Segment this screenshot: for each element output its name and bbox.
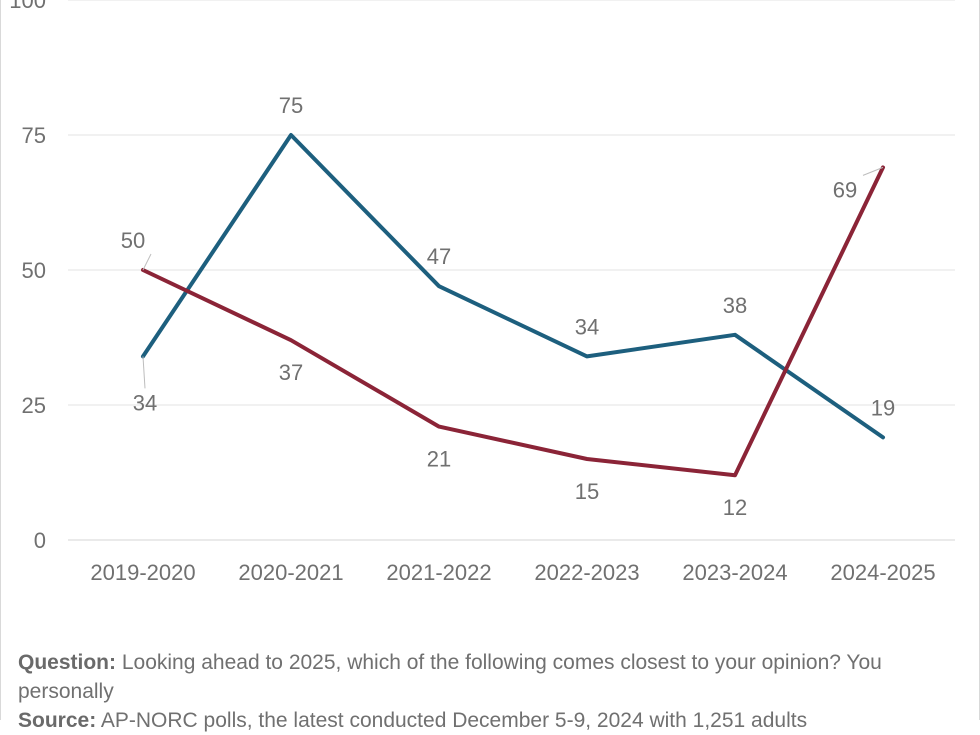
chart-notes: Question: Looking ahead to 2025, which o… xyxy=(18,648,958,735)
x-tick-label-2023-2024: 2023-2024 xyxy=(682,560,787,585)
y-tick-label-50: 50 xyxy=(22,258,46,283)
series-2-leader-2024-2025 xyxy=(862,166,884,176)
series-1-label-2022-2023: 34 xyxy=(575,314,599,339)
y-tick-label-0: 0 xyxy=(34,528,46,553)
series-2-label-2020-2021: 37 xyxy=(279,360,303,385)
series-2-leader-2019-2020 xyxy=(142,253,152,271)
x-tick-label-2020-2021: 2020-2021 xyxy=(238,560,343,585)
series-1-line xyxy=(141,133,885,440)
x-tick-label-2024-2025: 2024-2025 xyxy=(830,560,935,585)
source-note: Source: AP-NORC polls, the latest conduc… xyxy=(18,706,958,735)
y-tick-label-25: 25 xyxy=(22,393,46,418)
series-2-label-2019-2020: 50 xyxy=(121,228,145,253)
series-1-label-2020-2021: 75 xyxy=(279,93,303,118)
series-1-label-2021-2022: 47 xyxy=(427,244,451,269)
series-2-label-2024-2025: 69 xyxy=(833,177,857,202)
x-tick-label-2022-2023: 2022-2023 xyxy=(534,560,639,585)
series-2-label-2021-2022: 21 xyxy=(427,447,451,472)
series-2-label-2023-2024: 12 xyxy=(723,495,747,520)
source-label: Source: xyxy=(18,709,97,732)
question-text: Looking ahead to 2025, which of the foll… xyxy=(18,651,882,703)
y-tick-label-75: 75 xyxy=(22,123,46,148)
series-1-label-2019-2020: 34 xyxy=(133,390,157,415)
source-text: AP-NORC polls, the latest conducted Dece… xyxy=(100,709,808,732)
x-tick-label-2019-2020: 2019-2020 xyxy=(90,560,195,585)
question-note: Question: Looking ahead to 2025, which o… xyxy=(18,648,958,706)
series-2-label-2022-2023: 15 xyxy=(575,479,599,504)
series-1-leader-2019-2020 xyxy=(142,356,146,389)
y-tick-label-100: 100 xyxy=(9,0,46,13)
series-1-label-2024-2025: 19 xyxy=(871,395,895,420)
series-1-label-2023-2024: 38 xyxy=(723,293,747,318)
frame-left-border xyxy=(0,0,1,720)
line-chart: 0 25 50 75 100 2019-2020 2020-2021 2021-2022 202… xyxy=(9,0,955,585)
series-2-line xyxy=(141,165,885,478)
question-label: Question: xyxy=(18,651,116,674)
x-tick-label-2021-2022: 2021-2022 xyxy=(386,560,491,585)
